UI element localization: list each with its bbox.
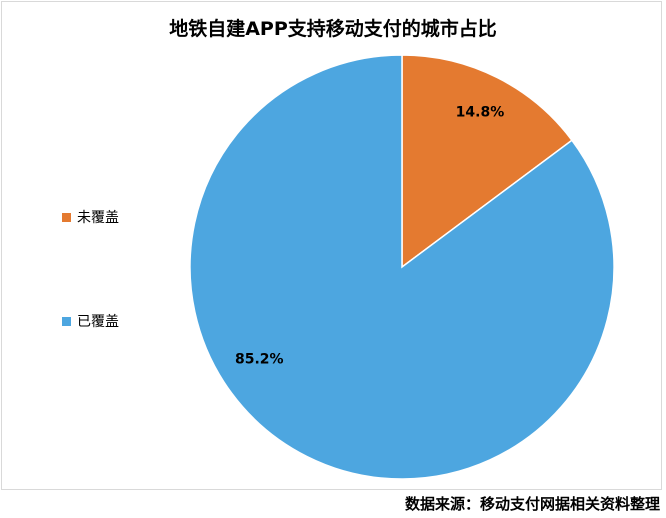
data-label: 14.8% [456,105,505,121]
pie-slice [401,54,573,269]
legend-item-covered: 已覆盖 [62,311,119,331]
legend-swatch [62,316,71,326]
data-label: 85.2% [235,352,284,368]
chart-title: 地铁自建APP支持移动支付的城市占比 [169,18,497,40]
pie-slice [189,54,615,480]
legend-swatch [62,212,71,222]
chart-frame [1,1,662,490]
legend-item-uncovered: 未覆盖 [62,207,119,227]
legend-label: 未覆盖 [77,210,119,226]
legend-label: 已覆盖 [77,314,119,330]
source-note: 数据来源：移动支付网据相关资料整理 [404,495,660,513]
